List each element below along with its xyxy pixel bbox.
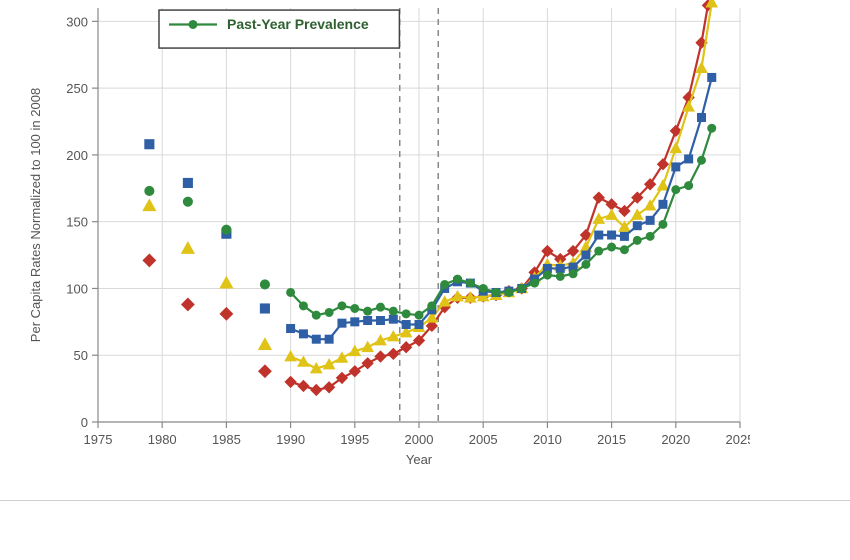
- y-tick-label: 100: [66, 281, 88, 296]
- y-tick-label: 300: [66, 14, 88, 29]
- chart: 1975198019851990199520002005201020152020…: [20, 0, 750, 470]
- legend: Past-Year Prevalence: [159, 10, 399, 48]
- x-tick-label: 2015: [597, 432, 626, 447]
- x-tick-label: 2005: [469, 432, 498, 447]
- x-tick-label: 1975: [84, 432, 113, 447]
- section-divider: [0, 500, 850, 501]
- x-axis-title: Year: [406, 452, 433, 467]
- x-tick-label: 2020: [661, 432, 690, 447]
- y-axis-title: Per Capita Rates Normalized to 100 in 20…: [28, 88, 43, 342]
- x-tick-label: 1995: [340, 432, 369, 447]
- y-tick-label: 0: [81, 415, 88, 430]
- x-tick-label: 2025: [726, 432, 750, 447]
- y-tick-label: 50: [74, 348, 88, 363]
- legend-label: Past-Year Prevalence: [227, 16, 369, 32]
- x-tick-label: 1980: [148, 432, 177, 447]
- x-tick-label: 2010: [533, 432, 562, 447]
- x-tick-label: 1990: [276, 432, 305, 447]
- y-tick-label: 200: [66, 148, 88, 163]
- y-tick-label: 250: [66, 81, 88, 96]
- x-tick-label: 2000: [405, 432, 434, 447]
- y-tick-label: 150: [66, 215, 88, 230]
- x-tick-label: 1985: [212, 432, 241, 447]
